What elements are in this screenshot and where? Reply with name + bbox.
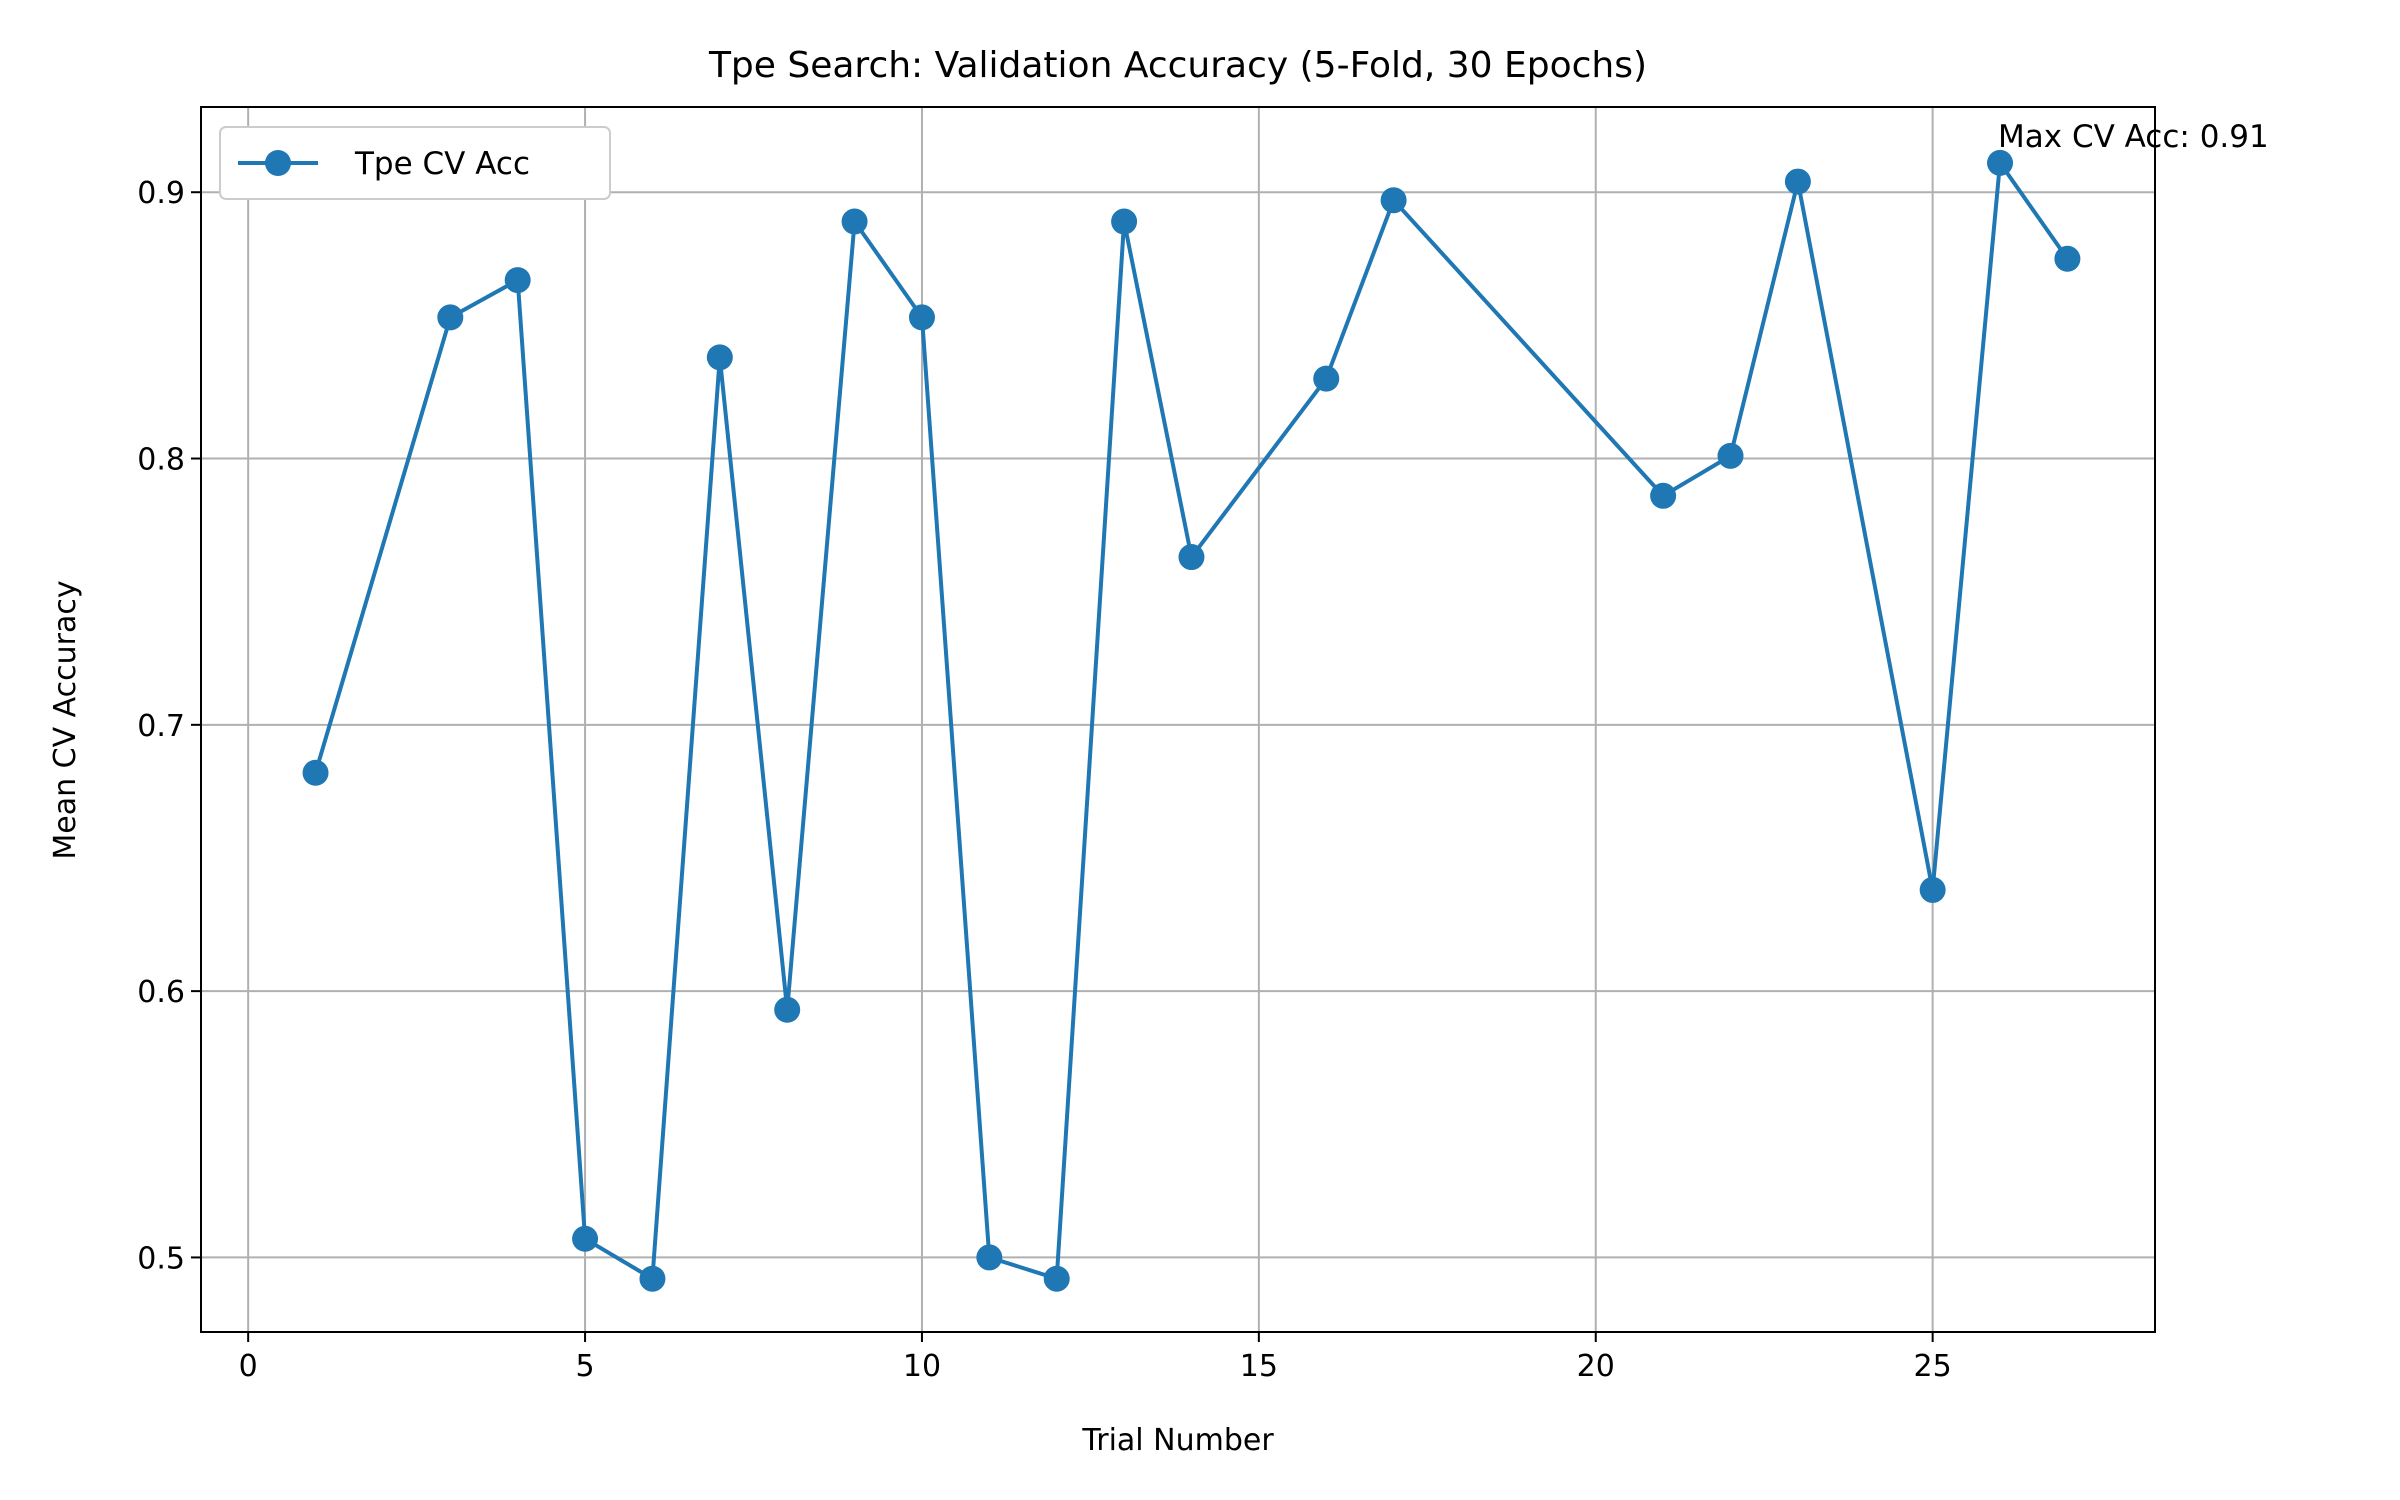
legend-marker-swatch bbox=[265, 150, 291, 176]
series-line bbox=[313, 160, 2070, 1281]
data-point bbox=[1650, 482, 1677, 509]
data-point bbox=[908, 304, 935, 331]
plot-area-frame bbox=[200, 106, 2156, 1333]
data-point bbox=[976, 1244, 1003, 1271]
data-point bbox=[1313, 365, 1340, 392]
legend: Tpe CV Acc bbox=[219, 126, 611, 200]
x-axis-ticks: 0 5 10 15 20 25 bbox=[239, 1332, 1952, 1384]
data-point bbox=[1043, 1265, 1070, 1292]
data-point bbox=[1987, 149, 2014, 176]
y-tick-label: 0.6 bbox=[137, 975, 185, 1010]
series-layer bbox=[302, 149, 2081, 1292]
data-point bbox=[1784, 168, 1811, 195]
y-tick-label: 0.8 bbox=[137, 443, 185, 478]
data-point bbox=[437, 304, 464, 331]
data-point bbox=[639, 1265, 666, 1292]
chart-title: Tpe Search: Validation Accuracy (5-Fold,… bbox=[708, 45, 1647, 86]
y-tick-label: 0.5 bbox=[137, 1241, 185, 1276]
data-point bbox=[572, 1225, 599, 1252]
y-tick-label: 0.7 bbox=[137, 709, 185, 744]
y-axis-label: Mean CV Accuracy bbox=[48, 580, 83, 859]
data-point bbox=[774, 996, 801, 1023]
data-point bbox=[1380, 187, 1407, 214]
data-point bbox=[706, 344, 733, 371]
legend-box bbox=[219, 126, 611, 200]
x-tick-label: 25 bbox=[1914, 1349, 1952, 1384]
data-point bbox=[504, 267, 531, 294]
y-axis-ticks: 0.5 0.6 0.7 0.8 0.9 bbox=[137, 176, 201, 1276]
max-accuracy-annotation: Max CV Acc: 0.91 bbox=[1998, 119, 2269, 155]
x-tick-label: 20 bbox=[1577, 1349, 1615, 1384]
grid bbox=[201, 107, 2155, 1332]
data-point bbox=[302, 759, 329, 786]
data-point bbox=[1717, 442, 1744, 469]
data-point bbox=[841, 208, 868, 235]
data-point bbox=[2054, 245, 2081, 272]
x-tick-label: 0 bbox=[239, 1349, 258, 1384]
data-point bbox=[1178, 544, 1205, 571]
data-point bbox=[1111, 208, 1138, 235]
legend-label: Tpe CV Acc bbox=[354, 146, 530, 182]
data-point bbox=[1919, 876, 1946, 903]
x-tick-label: 10 bbox=[903, 1349, 941, 1384]
x-axis-label: Trial Number bbox=[1081, 1423, 1274, 1458]
x-tick-label: 15 bbox=[1240, 1349, 1278, 1384]
x-tick-label: 5 bbox=[576, 1349, 595, 1384]
y-tick-label: 0.9 bbox=[137, 176, 185, 211]
